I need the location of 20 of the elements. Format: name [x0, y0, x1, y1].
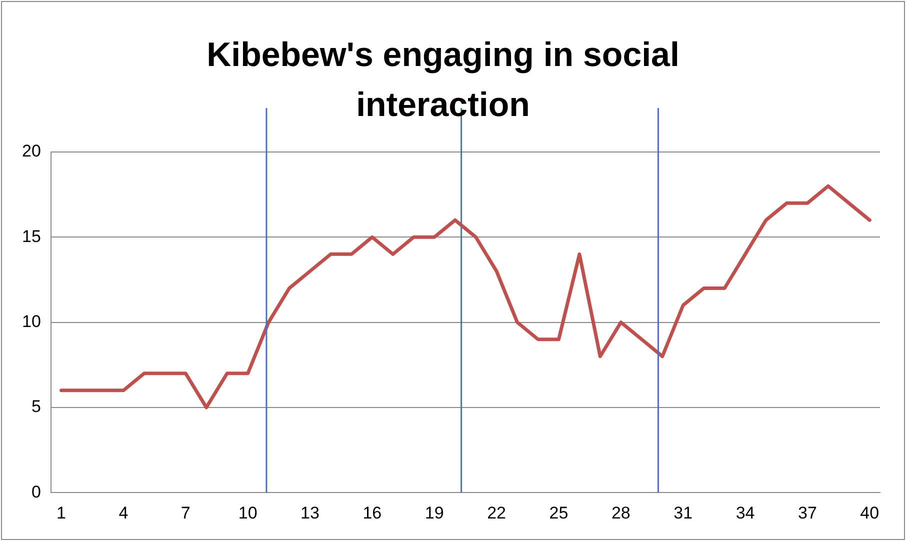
y-tick-label: 10	[22, 312, 41, 331]
x-tick-label: 28	[611, 503, 630, 522]
y-tick-label: 0	[31, 482, 41, 502]
x-tick-label: 10	[238, 503, 258, 522]
x-tick-label: 19	[424, 503, 444, 522]
y-tick-label: 15	[22, 226, 41, 246]
x-tick-label: 16	[362, 503, 382, 522]
x-tick-label: 13	[300, 503, 320, 522]
x-tick-label: 4	[118, 503, 128, 522]
y-tick-label: 20	[22, 142, 41, 161]
y-tick-label: 5	[31, 397, 41, 416]
x-tick-label: 40	[860, 503, 880, 522]
x-tick-label: 37	[798, 503, 817, 522]
x-tick-label: 25	[549, 503, 568, 522]
x-tick-label: 1	[56, 503, 66, 522]
x-tick-label: 7	[180, 503, 190, 522]
x-tick-label: 22	[487, 503, 506, 522]
x-tick-label: 31	[674, 503, 693, 522]
x-tick-label: 34	[736, 503, 755, 522]
chart-title: Kibebew's engaging in social interaction	[206, 35, 680, 126]
